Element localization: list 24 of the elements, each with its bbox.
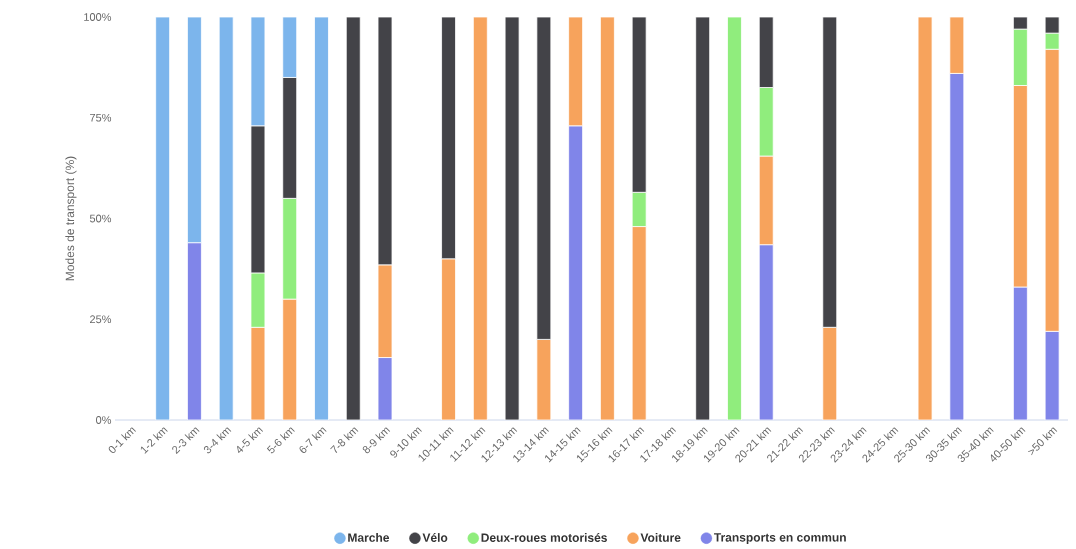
x-tick-label: 5-6 km — [266, 427, 295, 454]
x-tick-label: 7-8 km — [330, 427, 359, 454]
x-tick-label: 1-2 km — [140, 427, 168, 454]
legend-label: Deux-roues motorisés — [481, 533, 607, 542]
x-tick-label: 3-4 km — [203, 427, 232, 454]
x-tick-label: 8-9 km — [362, 427, 391, 454]
x-tick-label: 2-3 km — [172, 427, 200, 454]
x-tick-label: 4-5 km — [237, 427, 264, 453]
y-tick-label: 50% — [89, 214, 112, 223]
legend-label: Voiture — [640, 533, 681, 542]
x-tick-label: 0-1 km — [108, 427, 136, 454]
y-tick-label: 0% — [96, 416, 112, 424]
y-tick-label: 75% — [90, 113, 112, 122]
x-tick-label: >50 km — [1027, 427, 1058, 456]
legend-label: Vélo — [422, 533, 448, 542]
legend-label: Transports en commun — [714, 533, 846, 545]
bar — [600, 17, 615, 420]
bar — [727, 17, 742, 420]
bar — [314, 17, 329, 420]
y-axis-title: Modes de transport (%) — [65, 156, 77, 281]
x-tick-label: 6-7 km — [299, 427, 327, 453]
legend-label: Marche — [348, 533, 390, 542]
y-tick-label: 100% — [84, 13, 112, 21]
y-tick-label: 25% — [90, 315, 112, 324]
